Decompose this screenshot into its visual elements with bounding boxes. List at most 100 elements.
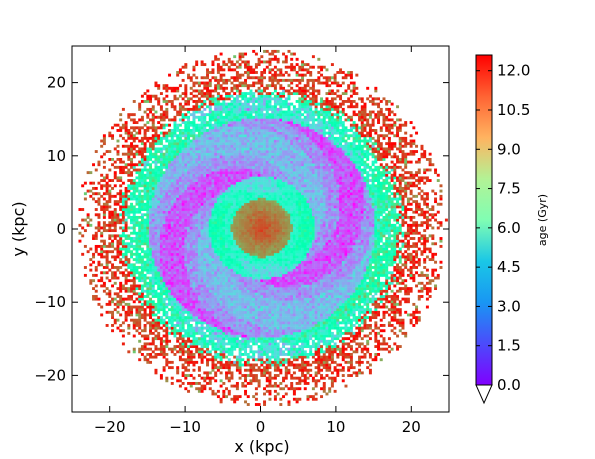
heatmap-cell [197, 231, 201, 235]
heatmap-cell [197, 305, 201, 309]
heatmap-cell [206, 276, 210, 280]
heatmap-cell [189, 273, 193, 277]
heatmap-cell [208, 181, 212, 185]
heatmap-cell [208, 84, 212, 88]
heatmap-cell [102, 142, 106, 146]
heatmap-cell [208, 155, 212, 159]
heatmap-cell [222, 192, 226, 196]
heatmap-cell [168, 271, 172, 275]
heatmap-cell [235, 160, 239, 164]
heatmap-cell [121, 334, 125, 338]
heatmap-cell [192, 326, 196, 330]
heatmap-cell [222, 189, 226, 193]
heatmap-cell [203, 194, 207, 198]
heatmap-cell [184, 121, 188, 124]
heatmap-cell [162, 281, 166, 285]
heatmap-cell [206, 287, 210, 291]
heatmap-cell [214, 184, 218, 188]
heatmap-cell [203, 126, 207, 130]
heatmap-cell [252, 234, 256, 238]
heatmap-cell [181, 279, 185, 283]
heatmap-cell [146, 94, 150, 98]
heatmap-cell [178, 118, 182, 122]
heatmap-cell [157, 205, 161, 209]
heatmap-cell [187, 289, 191, 293]
heatmap-cell [225, 126, 229, 130]
heatmap-cell [246, 158, 250, 161]
heatmap-cell [252, 302, 256, 306]
heatmap-cell [162, 324, 166, 327]
heatmap-cell [230, 342, 234, 346]
heatmap-cell [189, 76, 193, 80]
heatmap-cell [165, 345, 169, 348]
heatmap-cell [165, 152, 169, 156]
heatmap-cell [176, 345, 180, 348]
heatmap-cell [200, 213, 204, 217]
heatmap-cell [216, 292, 220, 296]
heatmap-cell [168, 168, 172, 172]
heatmap-cell [173, 345, 177, 348]
heatmap-cell [192, 234, 196, 238]
heatmap-cell [197, 337, 201, 341]
heatmap-cell [192, 81, 196, 85]
heatmap-cell [138, 297, 142, 301]
heatmap-cell [208, 350, 212, 354]
heatmap-cell [143, 155, 147, 159]
heatmap-cell [211, 360, 215, 364]
heatmap-cell [189, 239, 193, 243]
heatmap-cell [227, 229, 231, 233]
heatmap-cell [211, 94, 215, 98]
heatmap-cell [157, 223, 161, 227]
heatmap-cell [151, 287, 155, 291]
heatmap-cell [157, 239, 161, 243]
heatmap-cell [111, 234, 115, 238]
heatmap-cell [184, 279, 188, 283]
heatmap-cell [187, 281, 191, 285]
heatmap-cell [244, 100, 248, 103]
heatmap-cell [203, 171, 207, 175]
heatmap-cell [206, 268, 210, 272]
heatmap-cell [252, 258, 256, 262]
heatmap-cell [173, 194, 177, 198]
heatmap-cell [143, 318, 147, 322]
heatmap-cell [132, 134, 136, 138]
heatmap-cell [241, 284, 245, 288]
heatmap-cell [135, 223, 139, 227]
heatmap-cell [140, 229, 144, 233]
heatmap-cell [230, 339, 234, 343]
heatmap-cell [151, 160, 155, 164]
heatmap-cell [192, 218, 196, 222]
heatmap-cell [208, 342, 212, 346]
heatmap-cell [211, 176, 215, 180]
heatmap-cell [233, 105, 237, 109]
heatmap-cell [225, 287, 229, 291]
heatmap-cell [208, 197, 212, 201]
heatmap-cell [181, 347, 185, 351]
heatmap-cell [173, 305, 177, 309]
heatmap-cell [176, 308, 180, 312]
heatmap-cell [203, 237, 207, 240]
heatmap-cell [157, 318, 161, 322]
heatmap-cell [181, 118, 185, 122]
heatmap-cell [184, 244, 188, 248]
heatmap-cell [157, 266, 161, 269]
heatmap-cell [216, 284, 220, 288]
heatmap-cell [241, 353, 245, 356]
heatmap-cell [252, 260, 256, 264]
heatmap-cell [219, 139, 223, 143]
heatmap-cell [235, 60, 239, 64]
heatmap-cell [200, 239, 204, 243]
heatmap-cell [176, 302, 180, 306]
heatmap-cell [197, 250, 201, 254]
heatmap-cell [241, 215, 245, 219]
heatmap-cell [216, 142, 220, 146]
heatmap-cell [149, 321, 153, 325]
heatmap-cell [124, 144, 128, 148]
heatmap-cell [195, 158, 199, 161]
heatmap-cell [132, 136, 136, 140]
heatmap-cell [170, 329, 174, 333]
heatmap-cell [189, 279, 193, 283]
heatmap-cell [135, 310, 139, 314]
heatmap-cell [249, 266, 253, 269]
heatmap-cell [238, 244, 242, 248]
